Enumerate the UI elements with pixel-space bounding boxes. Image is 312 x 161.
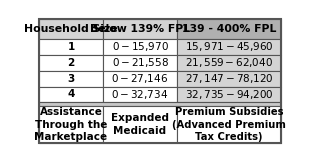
Bar	[39, 55, 103, 71]
Text: $27,147 - $78,120: $27,147 - $78,120	[184, 72, 273, 85]
Text: $15,971 - $45,960: $15,971 - $45,960	[184, 40, 273, 53]
Bar	[103, 106, 177, 143]
Bar	[177, 71, 281, 86]
Text: $0 - $27,146: $0 - $27,146	[111, 72, 168, 85]
Bar	[177, 19, 281, 39]
Text: $21,559 - $62,040: $21,559 - $62,040	[185, 56, 273, 69]
Bar	[39, 39, 103, 55]
Text: $0 - $32,734: $0 - $32,734	[111, 88, 168, 101]
Bar	[39, 102, 281, 106]
Text: 2: 2	[67, 58, 75, 68]
Bar	[39, 106, 103, 143]
Text: 139 - 400% FPL: 139 - 400% FPL	[182, 24, 276, 34]
Bar	[103, 86, 177, 102]
Bar	[39, 86, 103, 102]
Text: Below 139% FPL: Below 139% FPL	[90, 24, 190, 34]
Bar	[39, 19, 103, 39]
Bar	[103, 39, 177, 55]
Text: 3: 3	[67, 74, 75, 84]
Bar	[103, 19, 177, 39]
Bar	[177, 106, 281, 143]
Text: Expanded
Medicaid: Expanded Medicaid	[111, 114, 169, 136]
Bar	[39, 71, 103, 86]
Text: $32,735 - $94,200: $32,735 - $94,200	[184, 88, 273, 101]
Text: Assistance
Through the
Marketplace: Assistance Through the Marketplace	[34, 107, 108, 142]
Bar	[177, 39, 281, 55]
Text: Household Size: Household Size	[24, 24, 118, 34]
Text: $0 - $21,558: $0 - $21,558	[111, 56, 168, 69]
Bar	[103, 71, 177, 86]
Text: 1: 1	[67, 42, 75, 52]
Bar	[177, 86, 281, 102]
Bar	[177, 55, 281, 71]
Text: 4: 4	[67, 90, 75, 99]
Text: $0 - $15,970: $0 - $15,970	[111, 40, 168, 53]
Bar	[103, 55, 177, 71]
Text: Premium Subsidies
(Advanced Premium
Tax Credits): Premium Subsidies (Advanced Premium Tax …	[172, 107, 286, 142]
